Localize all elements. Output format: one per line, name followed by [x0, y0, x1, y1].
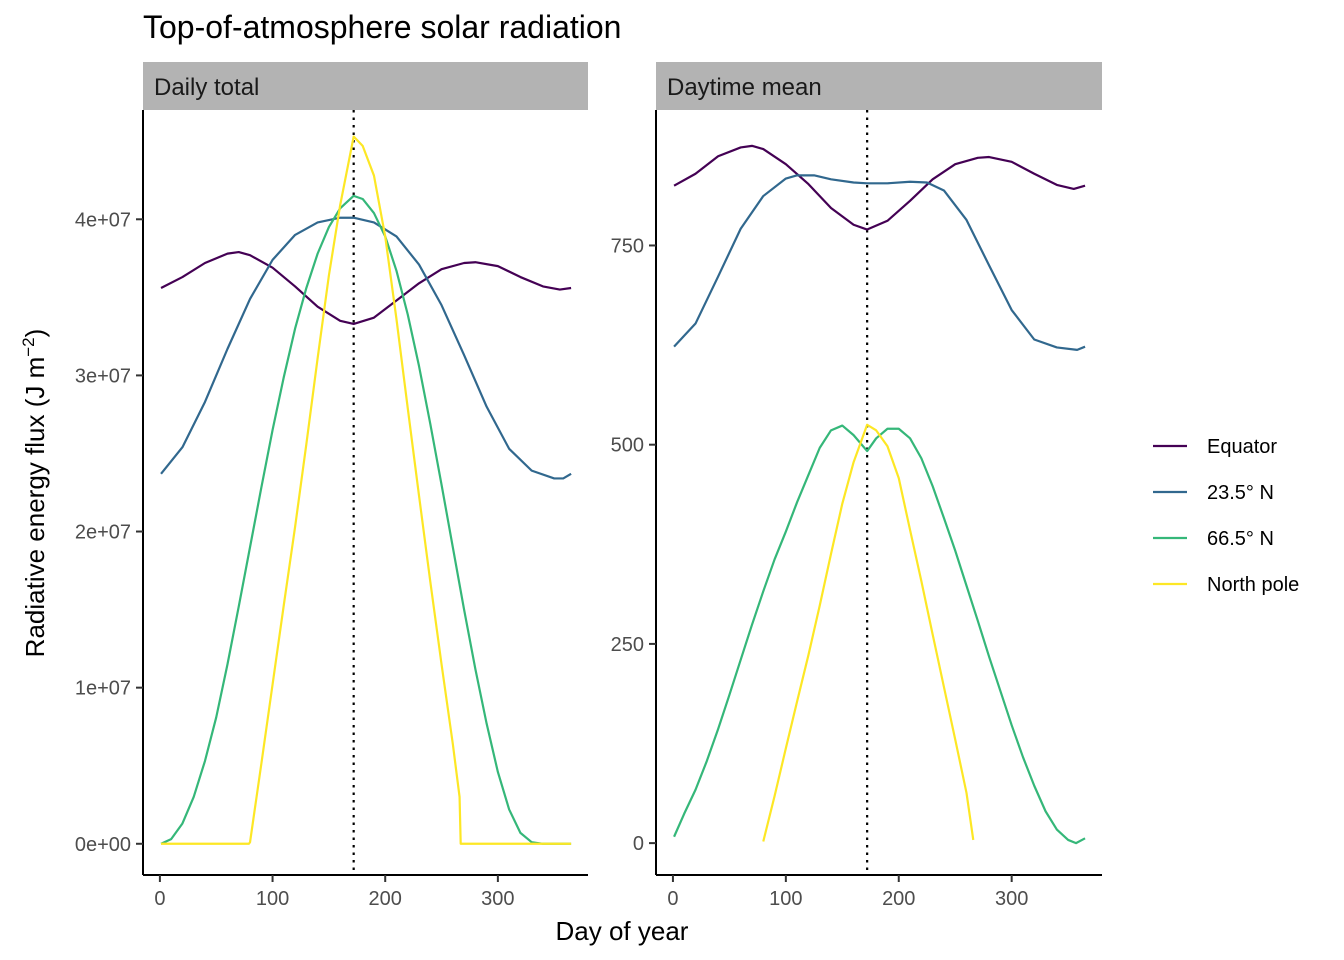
y-tick-label: 3e+07: [75, 365, 131, 387]
y-tick-label: 0e+00: [75, 834, 131, 856]
x-axis-title: Day of year: [556, 916, 689, 946]
legend-item-north-pole: North pole: [1153, 574, 1299, 596]
x-tick-label: 200: [882, 888, 915, 910]
panel-strip: [143, 62, 588, 110]
panel-strip: [656, 62, 1102, 110]
chart-title: Top-of-atmosphere solar radiation: [143, 9, 621, 45]
y-axis-title-end: ): [20, 329, 50, 338]
legend: Equator 23.5° N 66.5° N North pole: [1153, 436, 1299, 596]
legend-item-23-5-n: 23.5° N: [1153, 482, 1274, 504]
series-group: [160, 135, 572, 845]
panel-2: Daytime mean 0 250 500 750 0 100 200 300: [611, 62, 1102, 910]
series-line-66-5-n: [160, 194, 572, 845]
panel-strip-label: Daytime mean: [667, 74, 822, 101]
series-line-66-5-n: [673, 424, 1086, 845]
y-tick-label: 1e+07: [75, 678, 131, 700]
y-tick-label: 2e+07: [75, 522, 131, 544]
y-tick-label: 0: [633, 833, 644, 855]
x-tick-label: 200: [369, 888, 402, 910]
x-tick-label: 300: [481, 888, 514, 910]
series-line-23-5-n: [673, 174, 1086, 351]
legend-label-north-pole: North pole: [1207, 574, 1299, 596]
series-line-equator: [673, 144, 1086, 231]
y-axis-title-text: Radiative energy flux (J m: [20, 357, 50, 658]
panel-1: Daily total 0e+00 1e+07 2e+07 3e+07 4e+07 0 100…: [75, 62, 588, 910]
series-line-north-pole: [161, 135, 572, 845]
x-tick-label: 300: [995, 888, 1028, 910]
y-tick-label: 4e+07: [75, 209, 131, 231]
panels: Daily total 0e+00 1e+07 2e+07 3e+07 4e+07 0 100…: [75, 62, 1102, 910]
y-axis-title-superscript: −2: [19, 337, 38, 356]
x-tick-label: 0: [154, 888, 165, 910]
x-tick-label: 0: [667, 888, 678, 910]
y-axis-title: Radiative energy flux (J m−2): [19, 329, 50, 658]
series-line-equator: [160, 250, 572, 325]
y-tick-label: 250: [611, 634, 644, 656]
x-tick-label: 100: [256, 888, 289, 910]
legend-item-equator: Equator: [1153, 436, 1277, 458]
legend-item-66-5-n: 66.5° N: [1153, 528, 1274, 550]
x-tick-label: 100: [769, 888, 802, 910]
series-line-23-5-n: [160, 216, 572, 480]
legend-label-23-5-n: 23.5° N: [1207, 482, 1274, 504]
panel-strip-label: Daily total: [154, 74, 259, 101]
series-line-north-pole: [762, 423, 975, 842]
legend-label-equator: Equator: [1207, 436, 1277, 458]
y-tick-label: 500: [611, 435, 644, 457]
series-group: [673, 144, 1086, 845]
legend-label-66-5-n: 66.5° N: [1207, 528, 1274, 550]
y-tick-label: 750: [611, 235, 644, 257]
